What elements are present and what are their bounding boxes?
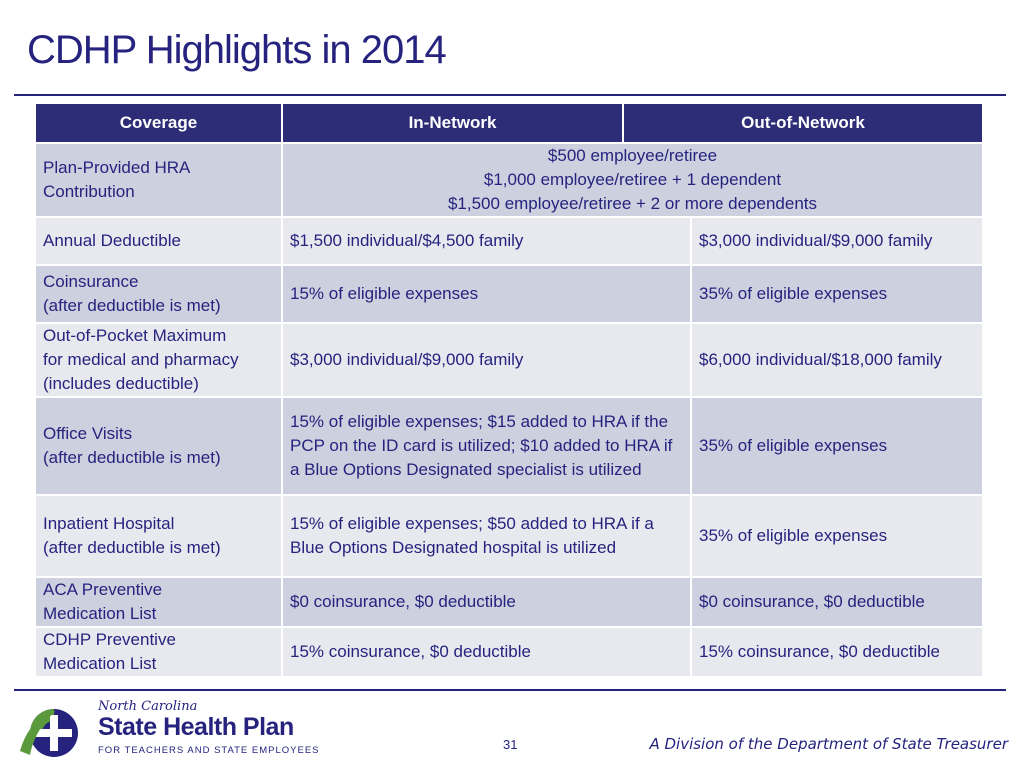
logo-state-name: North Carolina [98,699,198,714]
in-network-cell: $0 coinsurance, $0 deductible [281,576,692,628]
row-label-line: Annual Deductible [43,231,181,250]
column-header-coverage: Coverage [34,102,283,144]
row-label: Office Visits (after deductible is met) [34,396,283,496]
page-number: 31 [503,737,518,752]
row-label-line: (includes deductible) [43,374,199,393]
slide-title: CDHP Highlights in 2014 [27,28,447,72]
table-header-row: Coverage In-Network Out-of-Network [34,102,984,144]
row-label: CDHP Preventive Medication List [34,626,283,678]
hra-amount-line: $500 employee/retiree [547,146,718,165]
table-row-office-visits: Office Visits (after deductible is met) … [34,396,984,496]
row-label-line: for medical and pharmacy [43,350,239,369]
in-network-cell: 15% coinsurance, $0 deductible [281,626,692,678]
row-label-line: Out-of-Pocket Maximum [43,326,227,345]
table-row-coinsurance: Coinsurance (after deductible is met) 15… [34,264,984,324]
row-label-line: Contribution [43,182,135,201]
row-label-line: Office Visits [43,424,133,443]
in-network-cell: 15% of eligible expenses; $15 added to H… [281,396,692,496]
in-network-cell: $3,000 individual/$9,000 family [281,322,692,398]
footer-division-text: A Division of the Department of State Tr… [649,735,1008,753]
row-label: Coinsurance (after deductible is met) [34,264,283,324]
row-label-line: Coinsurance [43,272,139,291]
table-row-hra-contribution: Plan-Provided HRA Contribution $500 empl… [34,142,984,218]
row-label: Plan-Provided HRA Contribution [34,142,283,218]
row-label-line: ACA Preventive [43,580,163,599]
logo-tagline: FOR TEACHERS AND STATE EMPLOYEES [98,745,320,756]
out-of-network-cell: $3,000 individual/$9,000 family [690,216,984,266]
row-label-line: CDHP Preventive [43,630,176,649]
row-label-line: (after deductible is met) [43,448,221,467]
out-of-network-cell: 35% of eligible expenses [690,264,984,324]
row-label: ACA Preventive Medication List [34,576,283,628]
table-row-out-of-pocket-maximum: Out-of-Pocket Maximum for medical and ph… [34,322,984,398]
footer-divider [14,689,1006,691]
table-row-annual-deductible: Annual Deductible $1,500 individual/$4,5… [34,216,984,266]
column-header-in-network: In-Network [281,102,624,144]
hra-amount-line: $1,000 employee/retiree + 1 dependent [483,170,782,189]
out-of-network-cell: $6,000 individual/$18,000 family [690,322,984,398]
hra-amount-line: $1,500 employee/retiree + 2 or more depe… [447,194,818,213]
row-label-line: Inpatient Hospital [43,514,175,533]
out-of-network-cell: 35% of eligible expenses [690,494,984,578]
in-network-cell: 15% of eligible expenses; $50 added to H… [281,494,692,578]
row-label-line: Medication List [43,604,157,623]
cdhp-highlights-table: Coverage In-Network Out-of-Network Plan-… [34,102,984,678]
table-row-inpatient-hospital: Inpatient Hospital (after deductible is … [34,494,984,578]
table-row-cdhp-preventive: CDHP Preventive Medication List 15% coin… [34,626,984,678]
logo-plan-name: State Health Plan [98,713,294,741]
row-label-line: (after deductible is met) [43,296,221,315]
title-divider [14,94,1006,96]
row-label-line: (after deductible is met) [43,538,221,557]
out-of-network-cell: 35% of eligible expenses [690,396,984,496]
hra-amounts-cell: $500 employee/retiree $1,000 employee/re… [281,142,984,218]
row-label: Out-of-Pocket Maximum for medical and ph… [34,322,283,398]
table-row-aca-preventive: ACA Preventive Medication List $0 coinsu… [34,576,984,628]
row-label-line: Medication List [43,654,157,673]
in-network-cell: 15% of eligible expenses [281,264,692,324]
row-label: Inpatient Hospital (after deductible is … [34,494,283,578]
column-header-out-of-network: Out-of-Network [622,102,984,144]
out-of-network-cell: 15% coinsurance, $0 deductible [690,626,984,678]
in-network-cell: $1,500 individual/$4,500 family [281,216,692,266]
row-label: Annual Deductible [34,216,283,266]
logo-emblem-icon [20,709,78,757]
out-of-network-cell: $0 coinsurance, $0 deductible [690,576,984,628]
row-label-line: Plan-Provided HRA [43,158,191,177]
state-health-plan-logo: North Carolina State Health Plan FOR TEA… [16,697,319,763]
